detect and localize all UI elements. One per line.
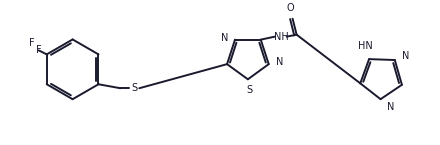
Text: N: N (386, 102, 394, 112)
Text: N: N (276, 57, 283, 67)
Text: F: F (29, 38, 35, 48)
Text: F: F (36, 45, 42, 55)
Text: NH: NH (274, 32, 289, 42)
Text: N: N (402, 51, 409, 61)
Text: O: O (287, 3, 294, 13)
Text: S: S (247, 85, 253, 95)
Text: S: S (131, 83, 137, 93)
Text: N: N (221, 33, 228, 43)
Text: HN: HN (358, 41, 373, 51)
